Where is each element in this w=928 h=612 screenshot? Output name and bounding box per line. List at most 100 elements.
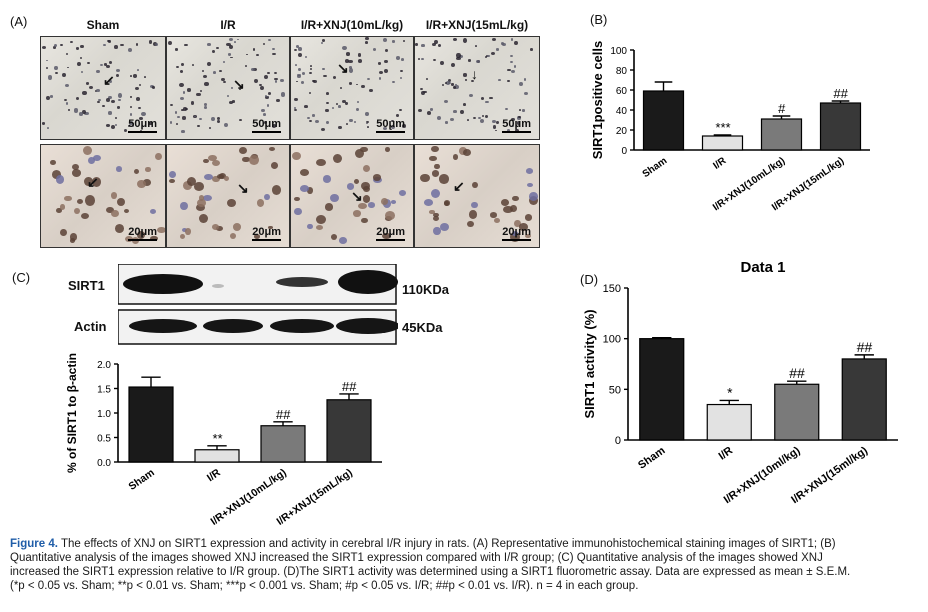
cell-nucleus <box>114 45 118 49</box>
cell-nucleus <box>353 178 360 184</box>
cell-nucleus <box>349 81 353 85</box>
cell-nucleus <box>421 44 425 47</box>
cell-nucleus <box>79 112 83 116</box>
cell-nucleus <box>333 75 337 79</box>
cell-nucleus <box>239 118 242 121</box>
cell-nucleus <box>264 95 270 100</box>
cell-nucleus <box>54 65 58 70</box>
cell-nucleus <box>268 39 271 42</box>
cell-nucleus <box>180 201 188 210</box>
y-tick-label: 50 <box>609 384 621 396</box>
cell-nucleus <box>174 48 178 51</box>
cell-nucleus <box>197 125 200 128</box>
cell-nucleus <box>175 122 179 126</box>
cell-nucleus <box>227 198 236 207</box>
cell-nucleus <box>485 54 489 58</box>
cell-nucleus <box>62 72 67 78</box>
cell-nucleus <box>180 234 186 240</box>
cell-nucleus <box>69 233 78 241</box>
cell-nucleus <box>145 167 151 172</box>
cell-nucleus <box>400 69 403 73</box>
cell-nucleus <box>265 95 268 97</box>
cell-nucleus <box>136 69 140 71</box>
cell-nucleus <box>106 64 111 68</box>
cell-nucleus <box>526 183 533 188</box>
cell-nucleus <box>402 124 406 128</box>
cell-nucleus <box>365 112 369 116</box>
significance-marker: ## <box>856 339 872 355</box>
scale-bar: 50μm <box>502 118 531 133</box>
cell-nucleus <box>199 118 202 121</box>
cell-nucleus <box>524 213 533 221</box>
cell-nucleus <box>238 88 241 91</box>
cell-nucleus <box>83 176 93 187</box>
cell-nucleus <box>489 96 494 100</box>
cell-nucleus <box>129 113 132 116</box>
cell-nucleus <box>212 50 216 54</box>
cell-nucleus <box>336 102 339 105</box>
cell-nucleus <box>272 123 277 128</box>
cell-nucleus <box>116 106 121 109</box>
cell-nucleus <box>274 77 278 80</box>
cell-nucleus <box>167 40 172 46</box>
cell-nucleus <box>357 53 362 57</box>
cell-nucleus <box>181 116 186 120</box>
cell-nucleus <box>45 66 48 69</box>
cell-nucleus <box>324 203 333 211</box>
cell-nucleus <box>92 154 101 161</box>
cell-nucleus <box>523 92 528 96</box>
cell-nucleus <box>136 231 146 240</box>
cell-nucleus <box>152 42 157 47</box>
cell-nucleus <box>348 66 353 70</box>
cell-nucleus <box>96 89 100 92</box>
cell-nucleus <box>229 233 237 240</box>
cell-nucleus <box>423 198 434 206</box>
cell-nucleus <box>345 102 348 105</box>
y-tick-label: 1.5 <box>97 385 111 396</box>
cell-nucleus <box>431 145 440 153</box>
cell-nucleus <box>185 107 189 111</box>
cell-nucleus <box>342 99 346 103</box>
cell-nucleus <box>309 119 312 122</box>
cell-nucleus <box>433 212 439 218</box>
arrow-icon: ↓ <box>471 66 478 82</box>
cell-nucleus <box>467 220 475 228</box>
cell-nucleus <box>294 196 301 202</box>
cell-nucleus <box>46 127 49 129</box>
significance-marker: * <box>727 384 733 400</box>
cell-nucleus <box>64 195 72 202</box>
cell-nucleus <box>190 101 195 105</box>
y-tick-label: 40 <box>616 106 628 117</box>
cell-nucleus <box>115 224 125 233</box>
cell-nucleus <box>294 64 297 67</box>
cell-nucleus <box>139 84 142 86</box>
cell-nucleus <box>322 175 332 183</box>
cell-nucleus <box>298 53 302 58</box>
cell-nucleus <box>442 84 445 87</box>
cell-nucleus <box>507 68 511 72</box>
cell-nucleus <box>123 128 127 132</box>
cell-nucleus <box>391 120 394 123</box>
cell-nucleus <box>106 124 110 128</box>
cell-nucleus <box>128 125 131 128</box>
category-label: I/R <box>711 155 728 172</box>
cell-nucleus <box>462 103 466 106</box>
cell-nucleus <box>421 91 425 95</box>
cell-nucleus <box>82 90 87 95</box>
cell-nucleus <box>492 125 497 130</box>
cell-nucleus <box>181 109 185 112</box>
cell-nucleus <box>429 155 437 162</box>
cell-nucleus <box>427 110 432 115</box>
cell-nucleus <box>242 156 250 163</box>
cell-nucleus <box>515 129 519 133</box>
cell-nucleus <box>272 52 276 56</box>
cell-nucleus <box>134 86 139 90</box>
cell-nucleus <box>342 45 347 50</box>
cell-nucleus <box>385 49 389 53</box>
cell-nucleus <box>149 208 157 215</box>
cell-nucleus <box>251 67 255 72</box>
cell-nucleus <box>358 202 368 210</box>
cell-nucleus <box>322 74 327 78</box>
cell-nucleus <box>423 90 427 94</box>
cell-nucleus <box>260 85 265 91</box>
